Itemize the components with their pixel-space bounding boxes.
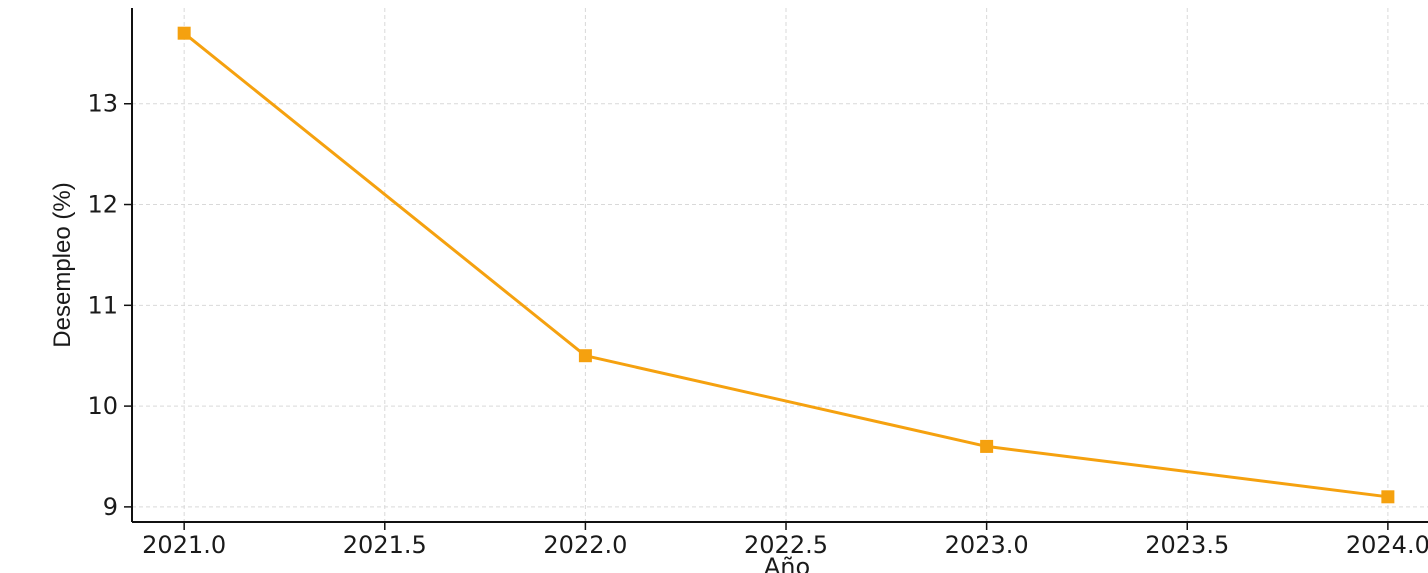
- grid: [132, 8, 1428, 522]
- axes: [131, 8, 1428, 523]
- ticks: 2021.0 2021.5 2022.0 2022.5 2023.0 2023.5 2024…: [87, 90, 1428, 559]
- data-point-marker: [980, 439, 994, 453]
- x-tick-label: 2021.5: [343, 531, 427, 559]
- y-tick-label: 9: [103, 493, 118, 521]
- y-tick-label: 10: [87, 392, 118, 420]
- y-tick-label: 11: [87, 291, 118, 319]
- y-tick-label: 12: [87, 191, 118, 219]
- x-tick-label: 2024.0: [1346, 531, 1428, 559]
- data-point-marker: [177, 26, 191, 40]
- series-line: [182, 31, 1390, 499]
- y-tick-label: 13: [87, 90, 118, 118]
- x-tick-label: 2023.5: [1145, 531, 1229, 559]
- x-axis-label: Año: [764, 553, 810, 573]
- data-point-marker: [1381, 490, 1395, 504]
- x-tick-label: 2022.0: [543, 531, 627, 559]
- x-tick-label: 2023.0: [945, 531, 1029, 559]
- series: [177, 26, 1395, 504]
- x-tick-label: 2022.5: [744, 531, 828, 559]
- x-tick-label: 2021.0: [142, 531, 226, 559]
- y-axis-label: Desempleo (%): [49, 182, 76, 347]
- data-point-marker: [578, 349, 592, 363]
